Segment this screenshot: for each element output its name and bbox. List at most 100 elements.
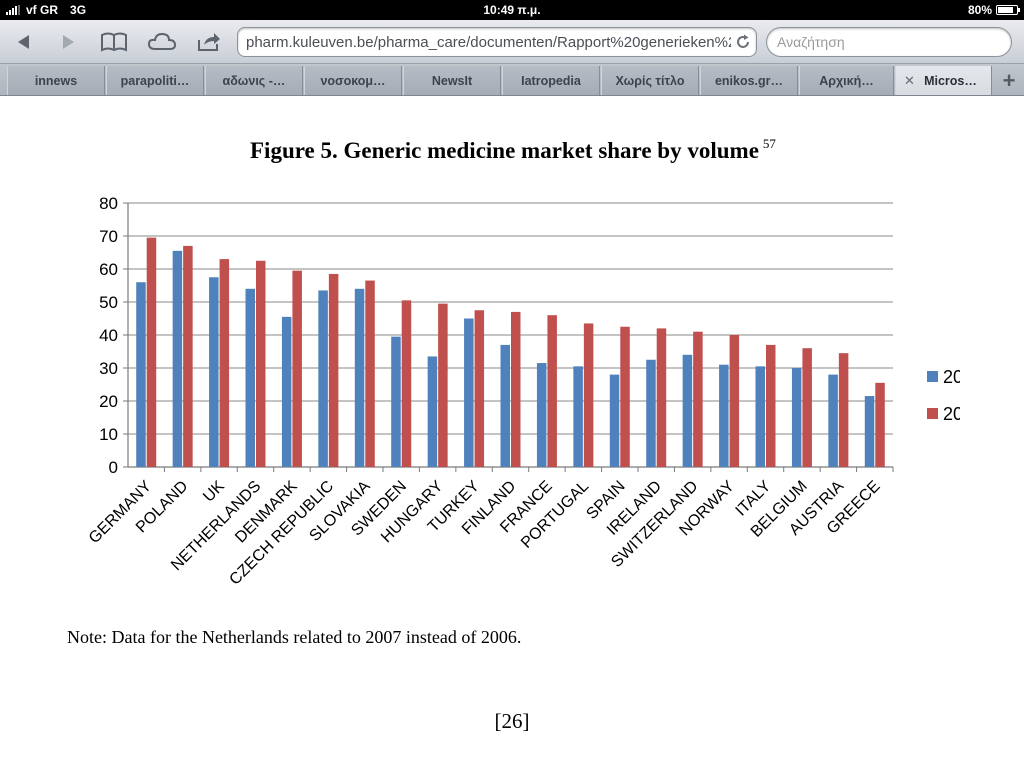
bar-2012-greece [875,382,885,467]
tab-8[interactable]: enikos.gr… [700,66,798,95]
bar-2006-portugal [573,366,583,467]
bar-2012-norway [729,335,740,467]
bar-2006-greece [864,396,875,467]
y-tick-label: 10 [99,425,118,444]
y-tick-label: 80 [99,194,118,213]
new-tab-button[interactable]: + [994,66,1024,95]
bar-2006-turkey [464,318,474,467]
bar-2012-portugal [583,323,594,467]
tab-label: innews [34,73,78,88]
bar-2012-germany [146,237,157,467]
back-arrow-icon [18,35,29,49]
figure-note: Note: Data for the Netherlands related t… [67,627,522,647]
tab-label: NewsIt [431,73,473,88]
bar-2006-ireland [646,359,656,467]
back-button[interactable] [8,28,40,56]
legend-label-2006: 2006 [943,367,960,387]
y-tick-label: 50 [99,293,118,312]
battery-percent: 80% [967,3,992,17]
browser-toolbar: pharm.kuleuven.be/pharma_care/documenten… [0,20,1024,64]
bar-2006-denmark [281,316,292,467]
share-button[interactable] [193,28,225,56]
y-tick-label: 0 [109,458,118,477]
bar-2012-belgium [802,348,812,467]
reload-icon[interactable] [734,33,752,51]
page-number: [26] [494,709,530,733]
tab-label: νοσοκομ… [320,73,386,88]
bar-2012-slovakia [365,280,375,467]
bar-2012-italy [766,344,776,467]
bar-2012-denmark [292,270,302,467]
bar-2006-czech-republic [318,290,328,467]
search-field[interactable] [766,27,1012,57]
clock: 10:49 π.μ. [483,3,541,17]
tab-3[interactable]: αδωνις -… [205,66,303,95]
bar-2012-finland [511,311,521,467]
bar-2012-uk [219,259,230,467]
tab-6[interactable]: Iatropedia [502,66,600,95]
bar-2006-italy [755,366,765,467]
tab-label: enikos.gr… [714,73,784,88]
tab-4[interactable]: νοσοκομ… [304,66,402,95]
tab-label: parapoliti… [120,73,190,88]
bar-2012-hungary [438,303,448,467]
bar-2006-finland [500,344,510,467]
bar-2012-netherlands [256,260,266,467]
tab-label: Micros… [924,73,977,88]
y-tick-label: 30 [99,359,118,378]
bar-2012-sweden [401,300,412,467]
url-text[interactable]: pharm.kuleuven.be/pharma_care/documenten… [246,34,731,51]
y-tick-label: 40 [99,326,118,345]
close-tab-icon[interactable]: ✕ [904,73,915,88]
bar-2012-turkey [474,310,485,467]
bookmarks-button[interactable] [98,28,130,56]
bar-2006-slovakia [354,288,365,467]
legend-label-2012: 2012 [943,404,960,424]
bar-2006-netherlands [245,288,255,467]
bar-2006-norway [719,364,729,467]
icloud-icon [147,32,177,50]
y-tick-label: 20 [99,392,118,411]
footnote-reference: 57 [762,136,776,151]
tab-1[interactable]: innews [7,66,105,95]
tab-label: Iatropedia [521,73,581,88]
carrier-label: vf GR [26,3,59,17]
search-input[interactable] [777,33,1002,51]
tab-10-active[interactable]: ✕ Micros… [895,66,992,95]
tab-label: αδωνις -… [222,73,286,88]
bar-2006-france [536,363,547,467]
forward-button[interactable] [52,28,84,56]
x-category-label: UK [200,478,228,506]
y-tick-label: 60 [99,260,118,279]
tab-bar: innews parapoliti… αδωνις -… νοσοκομ… Ne… [0,64,1024,96]
status-bar: vf GR 3G 10:49 π.μ. 80% [0,0,1024,20]
icloud-tabs-button[interactable] [146,28,178,56]
bar-2006-germany [136,282,146,467]
tab-5[interactable]: NewsIt [403,66,501,95]
tab-label: Αρχική… [819,73,874,88]
battery-icon [996,5,1020,15]
share-icon [198,33,220,51]
figure-title: Figure 5. Generic medicine market share … [250,136,776,164]
forward-arrow-icon [63,35,74,49]
signal-strength-icon [6,5,20,15]
plus-icon: + [1002,67,1016,93]
bar-2012-poland [183,245,193,467]
legend-swatch-2006 [927,371,938,382]
tab-2[interactable]: parapoliti… [106,66,204,95]
address-bar[interactable]: pharm.kuleuven.be/pharma_care/documenten… [237,27,757,57]
y-tick-label: 70 [99,227,118,246]
tab-9[interactable]: Αρχική… [799,66,894,95]
bar-2012-spain [620,326,630,467]
bookmarks-book-icon [101,32,127,52]
bar-2006-hungary [427,356,438,467]
figure-title-text: Figure 5. Generic medicine market share … [250,138,759,163]
bar-2006-sweden [391,336,401,467]
bar-2012-france [547,315,557,467]
tab-7[interactable]: Χωρίς τίτλο [601,66,699,95]
bar-2006-uk [209,277,219,467]
bar-2012-ireland [656,328,667,467]
legend-swatch-2012 [927,408,938,419]
bar-2006-poland [172,250,183,467]
